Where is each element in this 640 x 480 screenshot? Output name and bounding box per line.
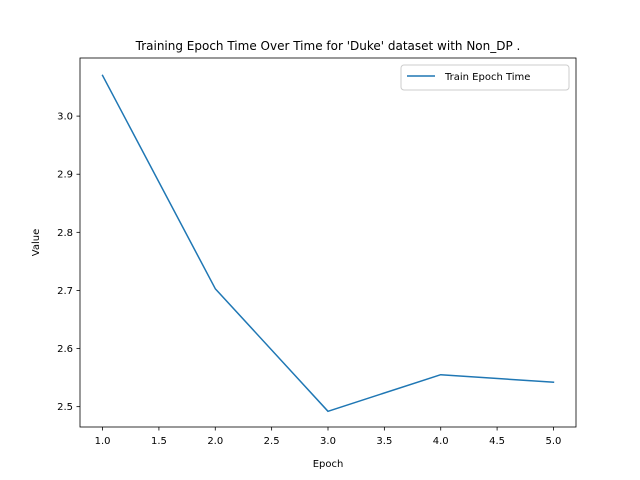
x-tick-label: 1.0 — [95, 436, 111, 447]
axes-frame — [79, 57, 577, 428]
y-axis-label: Value — [31, 229, 42, 256]
y-tick-label: 2.9 — [57, 170, 73, 181]
y-tick-label: 2.5 — [57, 402, 73, 413]
y-tick-label: 3.0 — [57, 112, 73, 123]
x-tick-label: 5.0 — [546, 436, 562, 447]
x-axis-label: Epoch — [313, 459, 344, 470]
x-tick-label: 3.0 — [320, 436, 336, 447]
y-axis-ticks: 2.5 2.6 2.7 2.8 2.9 3.0 — [57, 112, 80, 413]
y-tick-label: 2.6 — [57, 344, 73, 355]
series-line-train-epoch-time — [101, 74, 555, 413]
y-tick-label: 2.7 — [57, 286, 73, 297]
legend: Train Epoch Time — [400, 64, 570, 91]
x-tick-label: 2.0 — [207, 436, 223, 447]
x-tick-label: 2.5 — [264, 436, 280, 447]
plot-area: 1.0 1.5 2.0 2.5 3.0 3.5 4.0 4.5 5.0 2.5 2.6 2.7 2.8… — [57, 57, 577, 447]
y-tick-label: 2.8 — [57, 228, 73, 239]
x-tick-label: 4.0 — [433, 436, 449, 447]
x-tick-label: 4.5 — [489, 436, 505, 447]
legend-box — [400, 64, 570, 91]
x-tick-label: 3.5 — [376, 436, 392, 447]
series-layer — [101, 74, 555, 413]
x-axis-ticks: 1.0 1.5 2.0 2.5 3.0 3.5 4.0 4.5 5.0 — [95, 427, 562, 447]
x-tick-label: 1.5 — [151, 436, 167, 447]
chart-title: Training Epoch Time Over Time for 'Duke'… — [135, 39, 521, 53]
legend-entry-label: Train Epoch Time — [444, 72, 530, 83]
